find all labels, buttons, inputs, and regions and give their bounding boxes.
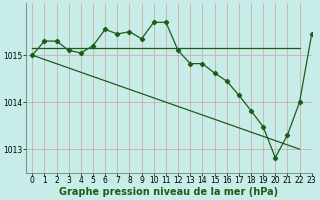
X-axis label: Graphe pression niveau de la mer (hPa): Graphe pression niveau de la mer (hPa): [60, 187, 278, 197]
